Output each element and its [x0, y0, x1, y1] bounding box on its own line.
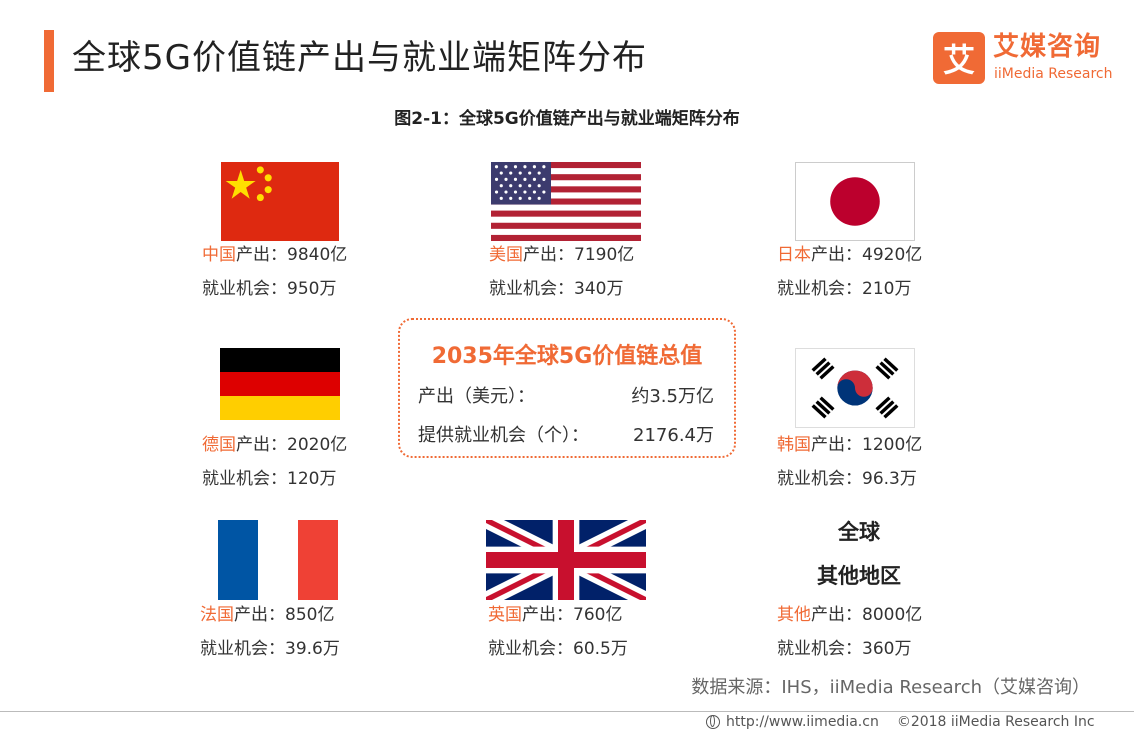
country-name: 美国 — [489, 245, 523, 265]
footer-copyright: ©2018 iiMedia Research Inc — [896, 714, 1095, 730]
country-jobs: 就业机会：60.5万 — [488, 639, 628, 659]
country-jobs: 就业机会：360万 — [777, 639, 912, 659]
iimedia-logo: 艾 艾媒咨询 iiMedia Research — [933, 32, 1118, 88]
country-jobs: 就业机会：950万 — [202, 279, 337, 299]
summary-output-label: 产出（美元）： — [418, 386, 535, 407]
usa-flag-icon — [491, 162, 641, 241]
summary-jobs-label: 提供就业机会（个）： — [418, 425, 589, 446]
france-flag-icon — [218, 520, 338, 600]
country-name: 德国 — [202, 435, 236, 455]
logo-text-cn: 艾媒咨询 — [993, 32, 1102, 62]
summary-output-value: 约3.5万亿 — [631, 386, 714, 407]
country-name: 中国 — [202, 245, 236, 265]
country-name: 英国 — [488, 605, 522, 625]
country-jobs: 就业机会：96.3万 — [777, 469, 917, 489]
logo-icon: 艾 — [933, 32, 985, 84]
country-output: 其他产出：8000亿 — [777, 605, 923, 625]
japan-flag-icon — [795, 162, 915, 241]
country-jobs: 就业机会：340万 — [489, 279, 624, 299]
uk-flag-icon — [486, 520, 646, 600]
summary-title: 2035年全球5G价值链总值 — [431, 344, 703, 369]
summary-jobs-value: 2176.4万 — [633, 425, 714, 446]
country-output: 英国产出：760亿 — [488, 605, 623, 625]
chart-title: 图2-1：全球5G价值链产出与就业端矩阵分布 — [394, 109, 740, 129]
germany-flag-icon — [220, 348, 340, 420]
country-output: 日本产出：4920亿 — [777, 245, 923, 265]
country-name: 韩国 — [777, 435, 811, 455]
country-jobs: 就业机会：39.6万 — [200, 639, 340, 659]
country-name: 其他 — [777, 605, 811, 625]
other-regions-label: 其他地区 — [817, 564, 901, 588]
country-output: 德国产出：2020亿 — [202, 435, 348, 455]
korea-flag-icon — [795, 348, 915, 428]
country-name: 法国 — [200, 605, 234, 625]
globe-icon — [706, 715, 720, 729]
global-summary-box: 2035年全球5G价值链总值 产出（美元）： 约3.5万亿 提供就业机会（个）：… — [398, 318, 736, 458]
page-title: 全球5G价值链产出与就业端矩阵分布 — [72, 38, 647, 78]
country-jobs: 就业机会：120万 — [202, 469, 337, 489]
footer-url[interactable]: http://www.iimedia.cn — [726, 714, 879, 730]
data-source: 数据来源：IHS，iiMedia Research（艾媒咨询） — [691, 677, 1090, 698]
footer-divider — [0, 711, 1134, 712]
global-label: 全球 — [838, 520, 880, 544]
country-jobs: 就业机会：210万 — [777, 279, 912, 299]
country-output: 中国产出：9840亿 — [202, 245, 348, 265]
title-accent-bar — [44, 30, 54, 92]
country-output: 韩国产出：1200亿 — [777, 435, 923, 455]
country-name: 日本 — [777, 245, 811, 265]
country-output: 法国产出：850亿 — [200, 605, 335, 625]
country-output: 美国产出：7190亿 — [489, 245, 635, 265]
logo-text-en: iiMedia Research — [994, 66, 1113, 82]
china-flag-icon — [221, 162, 339, 241]
footer: http://www.iimedia.cn ©2018 iiMedia Rese… — [706, 714, 1095, 730]
